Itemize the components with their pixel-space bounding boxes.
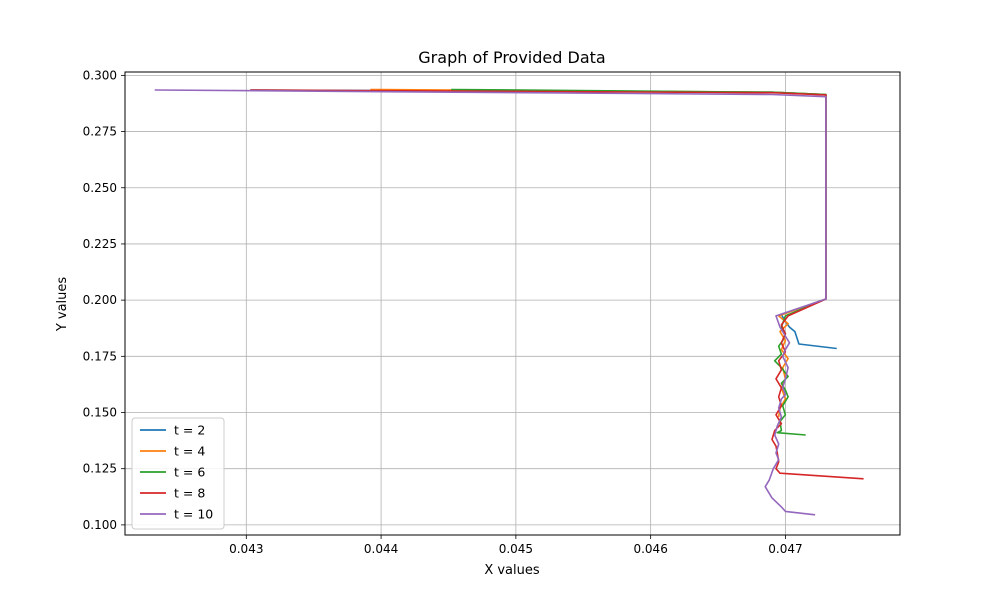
y-tick-label: 0.200 bbox=[83, 293, 117, 307]
legend: t = 2 t = 4 t = 6 t = 8 t = 10 bbox=[131, 417, 225, 530]
y-tick-label: 0.300 bbox=[83, 68, 117, 82]
series-line-1 bbox=[250, 89, 837, 350]
series-line-4 bbox=[250, 89, 864, 480]
series-line-2 bbox=[370, 88, 827, 418]
series-lines bbox=[154, 88, 864, 516]
legend-label: t = 6 bbox=[174, 465, 205, 480]
plot-frame bbox=[124, 71, 901, 536]
y-tick-label: 0.150 bbox=[83, 406, 117, 420]
y-tick-label: 0.100 bbox=[83, 518, 117, 532]
legend-box bbox=[131, 417, 225, 530]
legend-label: t = 2 bbox=[174, 423, 205, 438]
x-axis-label: X values bbox=[484, 563, 540, 578]
grid bbox=[125, 72, 900, 535]
x-tick-label: 0.046 bbox=[633, 542, 667, 556]
y-tick-label: 0.125 bbox=[83, 462, 117, 476]
y-tick-label: 0.250 bbox=[83, 181, 117, 195]
y-tick-label: 0.275 bbox=[83, 125, 117, 139]
y-tick-label: 0.225 bbox=[83, 237, 117, 251]
x-tick-label: 0.045 bbox=[499, 542, 533, 556]
x-tick-label: 0.044 bbox=[364, 542, 398, 556]
series-line-3 bbox=[451, 88, 827, 436]
y-axis-ticks: 0.100 0.125 0.150 0.175 0.200 0.225 0.250 0.275… bbox=[83, 68, 125, 532]
x-tick-label: 0.043 bbox=[229, 542, 263, 556]
legend-label: t = 8 bbox=[174, 486, 205, 501]
x-axis-ticks: 0.043 0.044 0.045 0.046 0.047 bbox=[229, 535, 803, 556]
y-axis-label: Y values bbox=[55, 277, 70, 333]
legend-label: t = 4 bbox=[174, 444, 205, 459]
chart-title: Graph of Provided Data bbox=[418, 48, 605, 67]
x-tick-label: 0.047 bbox=[768, 542, 802, 556]
legend-label: t = 10 bbox=[174, 507, 213, 522]
series-line-5 bbox=[154, 89, 827, 516]
y-tick-label: 0.175 bbox=[83, 349, 117, 363]
